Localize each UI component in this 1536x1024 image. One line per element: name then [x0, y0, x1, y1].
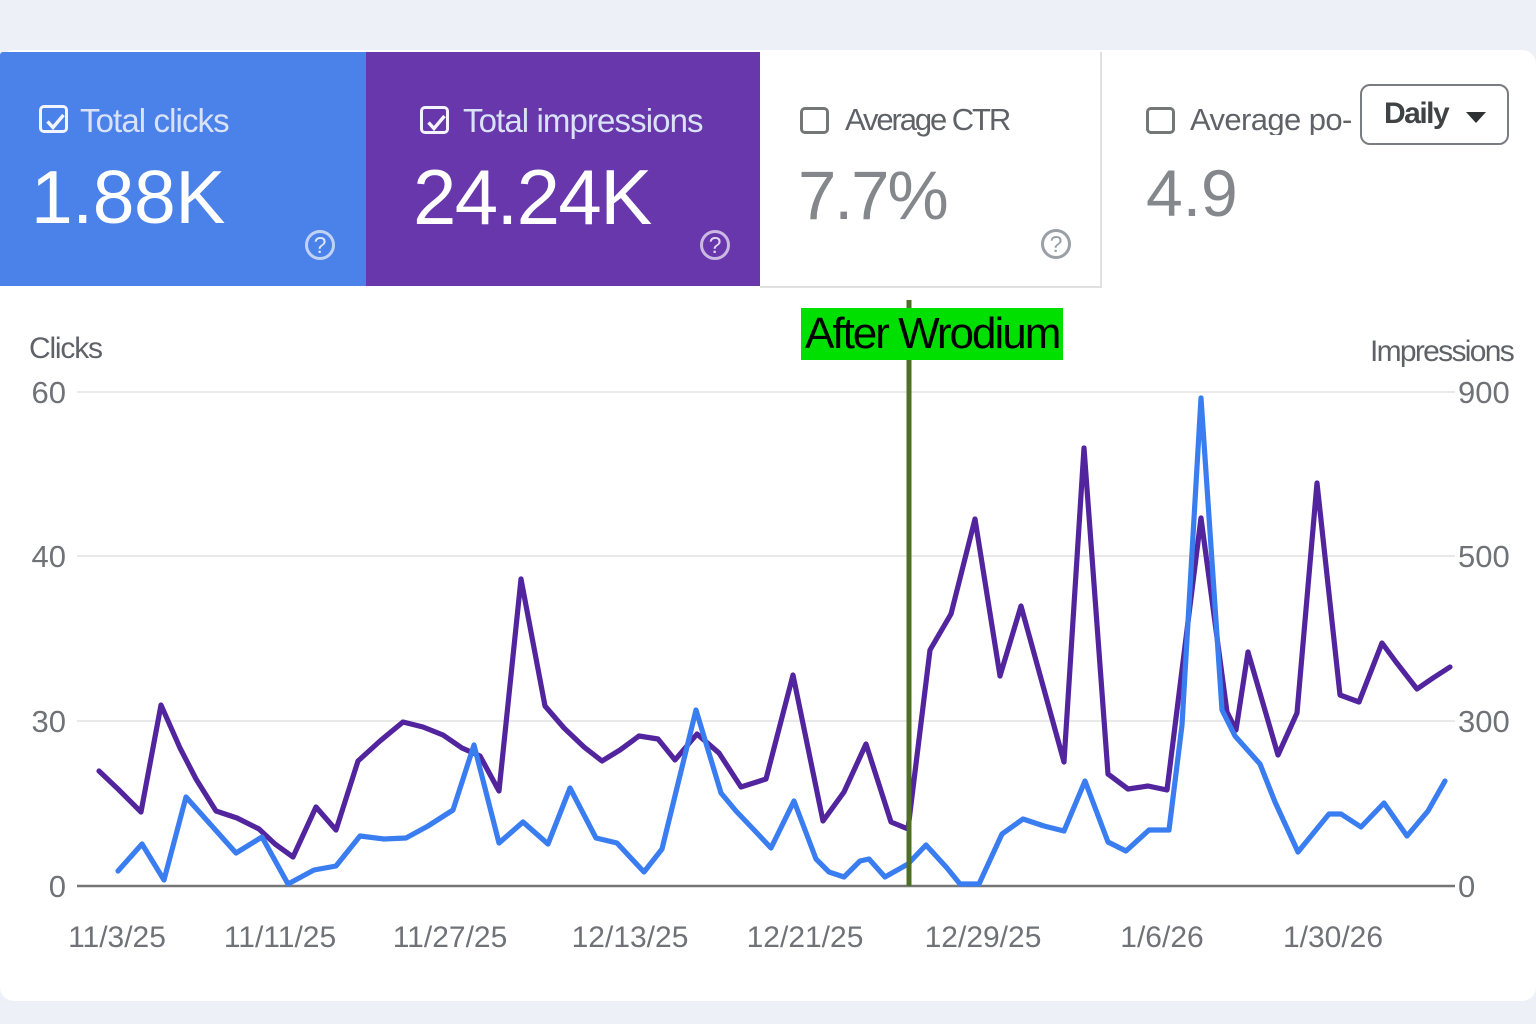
svg-text:Clicks: Clicks: [29, 332, 102, 365]
svg-text:12/13/25: 12/13/25: [572, 921, 689, 954]
svg-text:12/21/25: 12/21/25: [747, 921, 864, 954]
svg-text:900: 900: [1458, 375, 1510, 410]
svg-text:11/3/25: 11/3/25: [68, 921, 166, 954]
svg-text:0: 0: [49, 869, 66, 904]
svg-text:300: 300: [1458, 704, 1510, 739]
svg-text:0: 0: [1458, 869, 1475, 904]
svg-text:12/29/25: 12/29/25: [925, 921, 1042, 954]
svg-text:1/6/26: 1/6/26: [1120, 921, 1203, 954]
svg-text:40: 40: [32, 539, 66, 574]
svg-text:1/30/26: 1/30/26: [1283, 921, 1383, 954]
svg-text:30: 30: [32, 704, 66, 739]
svg-text:Impressions: Impressions: [1370, 335, 1514, 368]
svg-text:11/27/25: 11/27/25: [393, 921, 508, 954]
svg-text:11/11/25: 11/11/25: [224, 921, 336, 954]
svg-text:500: 500: [1458, 539, 1510, 574]
svg-text:60: 60: [32, 375, 66, 410]
